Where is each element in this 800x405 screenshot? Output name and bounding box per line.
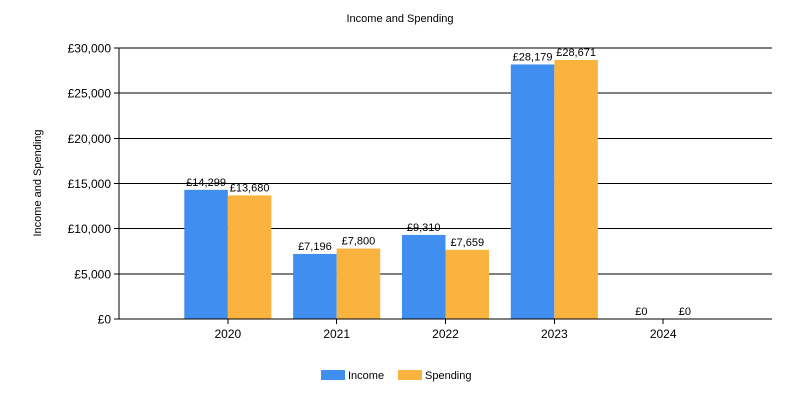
y-tick-label: £5,000 bbox=[74, 267, 111, 281]
y-tick-label: £0 bbox=[98, 313, 112, 327]
axes: £0 £5,000 £10,000 £15,000 £20,000 £25,000 £30,… bbox=[68, 42, 772, 341]
x-tick-label: 2020 bbox=[214, 327, 241, 341]
spending-value-label: £0 bbox=[679, 306, 691, 318]
data-labels: £14,299 £13,680 £7,196 £7,800 £9,310 £7,659 £2… bbox=[186, 47, 691, 318]
y-axis-label: Income and Spending bbox=[32, 129, 44, 236]
income-bar bbox=[184, 189, 228, 319]
income-value-label: £7,196 bbox=[298, 241, 332, 253]
income-value-label: £14,299 bbox=[186, 177, 226, 189]
x-tick-label: 2024 bbox=[650, 327, 677, 341]
spending-value-label: £28,671 bbox=[556, 47, 596, 59]
bars bbox=[184, 60, 598, 319]
y-tick-label: £20,000 bbox=[68, 132, 112, 146]
income-bar bbox=[293, 253, 337, 319]
y-tick-label: £25,000 bbox=[68, 87, 112, 101]
income-value-label: £0 bbox=[635, 306, 647, 318]
income-value-label: £28,179 bbox=[513, 51, 553, 63]
income-value-label: £9,310 bbox=[407, 222, 441, 234]
legend-label-spending: Spending bbox=[425, 370, 472, 382]
legend-swatch-spending bbox=[398, 370, 422, 380]
spending-value-label: £7,659 bbox=[450, 237, 484, 249]
spending-value-label: £13,680 bbox=[230, 182, 270, 194]
legend: Income Spending bbox=[321, 370, 472, 382]
y-tick-label: £15,000 bbox=[68, 177, 112, 191]
spending-bar bbox=[227, 195, 272, 319]
income-bar bbox=[510, 64, 555, 319]
spending-bar bbox=[445, 249, 490, 319]
y-tick-label: £10,000 bbox=[68, 222, 112, 236]
spending-bar bbox=[336, 248, 381, 319]
spending-bar bbox=[554, 60, 598, 319]
x-tick-label: 2023 bbox=[541, 327, 568, 341]
income-bar bbox=[401, 234, 446, 319]
chart-title: Income and Spending bbox=[346, 13, 453, 25]
x-tick-label: 2022 bbox=[432, 327, 459, 341]
spending-value-label: £7,800 bbox=[342, 236, 376, 248]
x-tick-label: 2021 bbox=[323, 327, 350, 341]
legend-label-income: Income bbox=[348, 370, 384, 382]
y-tick-label: £30,000 bbox=[68, 42, 112, 56]
legend-swatch-income bbox=[321, 370, 345, 380]
